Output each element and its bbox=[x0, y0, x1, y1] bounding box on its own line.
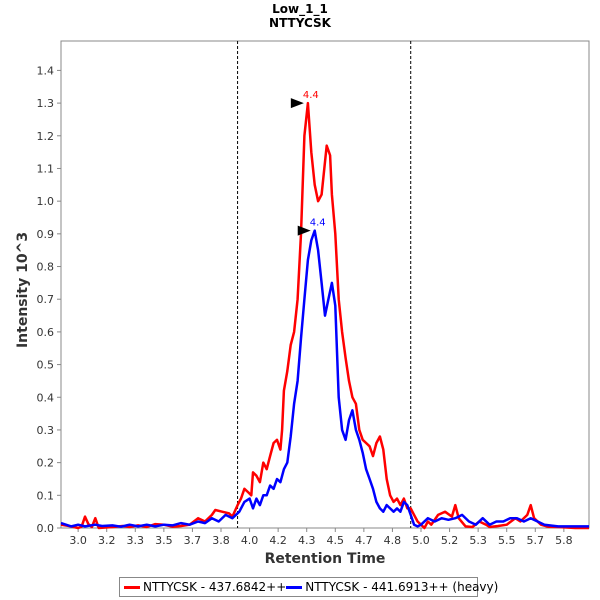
x-tick-label: 4.5 bbox=[327, 534, 345, 547]
y-tick-label: 0.6 bbox=[37, 326, 55, 339]
x-tick-label: 5.3 bbox=[469, 534, 487, 547]
x-tick-label: 4.3 bbox=[298, 534, 316, 547]
y-tick-label: 0.8 bbox=[37, 261, 55, 274]
plot-area bbox=[60, 40, 590, 529]
x-tick-label: 3.8 bbox=[212, 534, 230, 547]
x-axis-title: Retention Time bbox=[265, 551, 386, 567]
legend-item-heavy: NTTYCSK - 441.6913++ (heavy) bbox=[286, 580, 498, 594]
x-tick-label: 3.5 bbox=[155, 534, 173, 547]
legend-label-heavy: NTTYCSK - 441.6913++ (heavy) bbox=[305, 580, 499, 594]
y-axis-title: Intensity 10^3 bbox=[15, 232, 31, 348]
legend-item-light: NTTYCSK - 437.6842++ bbox=[124, 580, 286, 594]
x-tick-label: 5.0 bbox=[412, 534, 430, 547]
peak-arrow-0 bbox=[290, 98, 304, 109]
y-tick-label: 1.2 bbox=[37, 130, 55, 143]
x-tick-label: 3.3 bbox=[127, 534, 145, 547]
y-tick-label: 0.9 bbox=[37, 228, 55, 241]
chart-subtitle: NTTYCSK bbox=[269, 16, 332, 30]
y-tick-label: 1.1 bbox=[37, 162, 55, 175]
x-tick-label: 5.8 bbox=[555, 534, 573, 547]
y-tick-label: 0.3 bbox=[37, 424, 55, 437]
y-axis: 0.0 0.1 0.2 0.3 0.4 0.5 0.6 0.7 0.8 0.9 1.0 1.1 1.2 1… bbox=[37, 64, 61, 535]
y-tick-label: 1.0 bbox=[37, 195, 55, 208]
integration-boundaries bbox=[237, 41, 412, 528]
y-tick-label: 0.2 bbox=[37, 457, 55, 470]
y-tick-label: 1.4 bbox=[37, 64, 55, 77]
y-tick-label: 0.0 bbox=[37, 522, 55, 535]
x-tick-label: 3.2 bbox=[98, 534, 116, 547]
x-axis: 3.0 3.2 3.3 3.5 3.7 3.8 4.0 4.2 4.3 4.5 4.7 4.8 5.0 5… bbox=[69, 528, 573, 547]
y-tick-label: 0.1 bbox=[37, 489, 55, 502]
legend: NTTYCSK - 437.6842++ NTTYCSK - 441.6913+… bbox=[119, 577, 498, 597]
x-tick-label: 5.2 bbox=[441, 534, 459, 547]
legend-swatch-blue bbox=[286, 585, 303, 589]
y-tick-label: 0.4 bbox=[37, 391, 55, 404]
x-tick-label: 3.0 bbox=[69, 534, 87, 547]
x-tick-label: 5.7 bbox=[527, 534, 545, 547]
series-group bbox=[60, 101, 589, 530]
x-tick-label: 4.7 bbox=[355, 534, 373, 547]
x-tick-label: 4.8 bbox=[384, 534, 402, 547]
peak-arrow-1 bbox=[297, 225, 311, 236]
x-tick-label: 5.5 bbox=[498, 534, 516, 547]
chart-title: Low_1_1 bbox=[272, 2, 328, 17]
peak-label-0: 4.4 bbox=[303, 90, 319, 101]
y-tick-label: 0.5 bbox=[37, 359, 55, 372]
x-tick-label: 4.0 bbox=[241, 534, 259, 547]
y-tick-label: 0.7 bbox=[37, 293, 55, 306]
peak-annotations: 4.4 4.4 bbox=[290, 90, 326, 236]
x-tick-label: 4.2 bbox=[269, 534, 287, 547]
series-line-1 bbox=[60, 229, 589, 528]
legend-label-light: NTTYCSK - 437.6842++ bbox=[143, 580, 287, 594]
x-tick-label: 3.7 bbox=[184, 534, 202, 547]
peak-label-1: 4.4 bbox=[310, 218, 326, 229]
y-tick-label: 1.3 bbox=[37, 97, 55, 110]
legend-swatch-red bbox=[124, 585, 140, 589]
